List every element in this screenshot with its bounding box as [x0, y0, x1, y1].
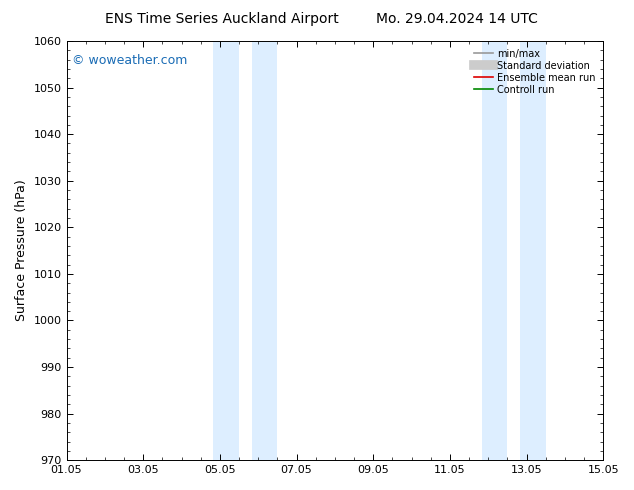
- Text: ENS Time Series Auckland Airport: ENS Time Series Auckland Airport: [105, 12, 339, 26]
- Bar: [214, 41, 239, 460]
- Bar: [252, 41, 277, 460]
- Text: © woweather.com: © woweather.com: [72, 53, 187, 67]
- Y-axis label: Surface Pressure (hPa): Surface Pressure (hPa): [15, 180, 28, 321]
- Bar: [520, 41, 546, 460]
- Text: Mo. 29.04.2024 14 UTC: Mo. 29.04.2024 14 UTC: [375, 12, 538, 26]
- Legend: min/max, Standard deviation, Ensemble mean run, Controll run: min/max, Standard deviation, Ensemble me…: [470, 46, 598, 98]
- Bar: [482, 41, 507, 460]
